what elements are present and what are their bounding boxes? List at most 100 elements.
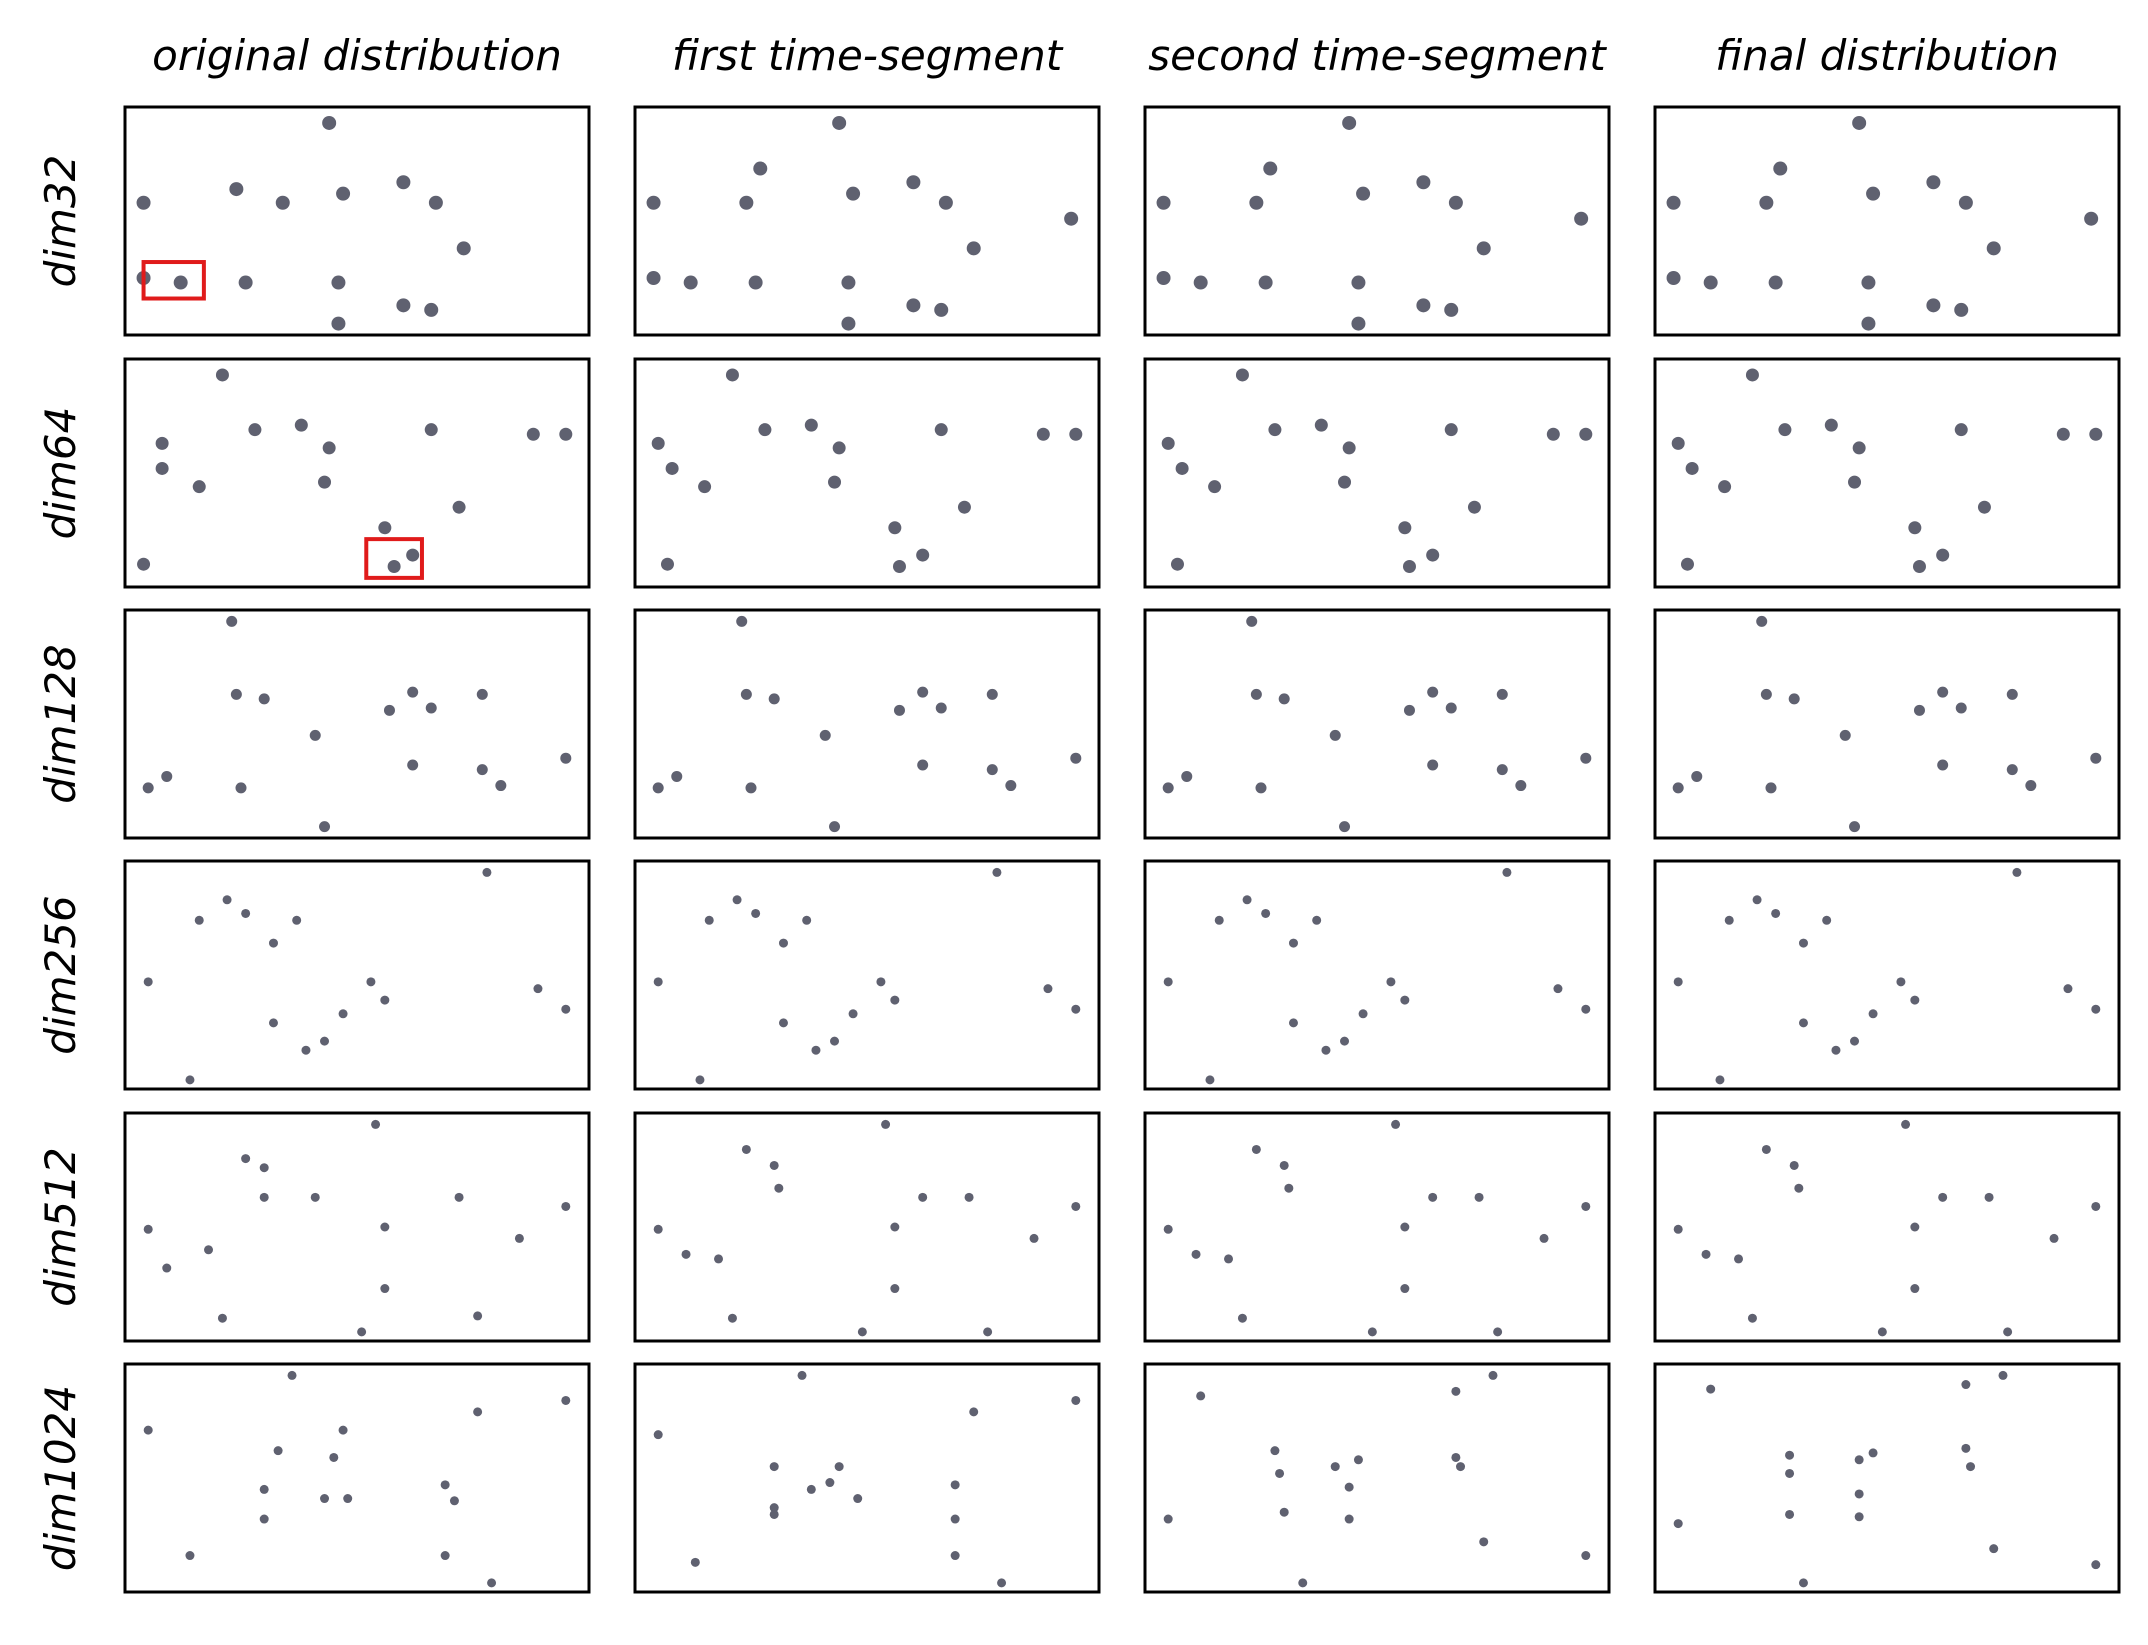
panel-frame bbox=[633, 105, 1101, 337]
data-point bbox=[1400, 995, 1410, 1005]
data-point bbox=[1456, 1462, 1466, 1472]
data-point bbox=[935, 702, 947, 714]
data-point bbox=[1162, 782, 1174, 794]
data-point bbox=[1445, 702, 1457, 714]
data-point bbox=[736, 615, 748, 627]
data-point bbox=[1785, 1468, 1795, 1478]
data-point bbox=[1224, 1254, 1234, 1264]
data-point bbox=[331, 316, 346, 331]
data-point bbox=[561, 1004, 571, 1014]
data-point bbox=[1163, 1514, 1173, 1524]
data-point bbox=[890, 1284, 900, 1294]
panel-frame bbox=[1143, 1362, 1611, 1594]
data-point bbox=[1937, 686, 1949, 698]
data-point bbox=[848, 1009, 858, 1019]
data-point bbox=[1496, 688, 1508, 700]
column-titles: original distribution first time-segment s… bbox=[152, 31, 2059, 80]
data-point bbox=[1794, 1183, 1804, 1193]
data-point bbox=[380, 995, 390, 1005]
panel-frame bbox=[633, 1362, 1101, 1594]
data-point bbox=[396, 298, 411, 313]
data-point bbox=[906, 175, 921, 190]
panel-frame bbox=[1143, 859, 1611, 1091]
data-point bbox=[751, 908, 761, 918]
data-point bbox=[1854, 1512, 1864, 1522]
data-point bbox=[161, 770, 173, 782]
scatter-panel bbox=[1143, 357, 1611, 589]
data-point bbox=[1156, 195, 1171, 210]
data-point bbox=[1448, 195, 1463, 210]
data-point bbox=[1064, 211, 1079, 226]
data-point bbox=[846, 186, 861, 201]
data-point bbox=[1850, 1036, 1860, 1046]
data-point bbox=[646, 195, 661, 210]
data-point bbox=[338, 1009, 348, 1019]
data-point bbox=[1852, 441, 1866, 455]
data-point bbox=[136, 195, 151, 210]
data-point bbox=[1403, 704, 1415, 716]
data-point bbox=[1249, 195, 1264, 210]
data-point bbox=[671, 770, 683, 782]
data-point bbox=[1275, 1468, 1285, 1478]
data-point bbox=[1773, 161, 1788, 176]
data-point bbox=[1358, 1009, 1368, 1019]
data-point bbox=[1961, 1443, 1971, 1453]
data-point bbox=[1998, 1370, 2008, 1380]
data-point bbox=[769, 1503, 779, 1513]
data-point bbox=[1703, 275, 1718, 290]
data-point bbox=[2049, 1233, 2059, 1243]
data-point bbox=[950, 1551, 960, 1561]
column-title: final distribution bbox=[1715, 31, 2059, 80]
data-point bbox=[1768, 275, 1783, 290]
data-point bbox=[1574, 211, 1589, 226]
data-point bbox=[857, 1327, 867, 1337]
data-point bbox=[383, 704, 395, 716]
data-point bbox=[1581, 1201, 1591, 1211]
data-point bbox=[456, 241, 471, 256]
data-point bbox=[1193, 275, 1208, 290]
data-point bbox=[1901, 1119, 1911, 1129]
data-point bbox=[906, 298, 921, 313]
data-point bbox=[1416, 298, 1431, 313]
data-point bbox=[1237, 1313, 1247, 1323]
data-point bbox=[834, 1462, 844, 1472]
scatter-panel bbox=[1143, 608, 1611, 840]
data-point bbox=[1938, 1192, 1948, 1202]
scatter-panel bbox=[1653, 105, 2121, 337]
data-point bbox=[853, 1494, 863, 1504]
data-point bbox=[238, 275, 253, 290]
data-point bbox=[1351, 316, 1366, 331]
data-point bbox=[1278, 693, 1290, 705]
data-point bbox=[1580, 752, 1592, 764]
data-point bbox=[1444, 423, 1458, 437]
data-point bbox=[241, 908, 251, 918]
data-point bbox=[1849, 821, 1861, 833]
data-point bbox=[559, 427, 573, 441]
data-point bbox=[841, 275, 856, 290]
data-point bbox=[745, 782, 757, 794]
data-point bbox=[1344, 1514, 1354, 1524]
data-point bbox=[1955, 702, 1967, 714]
data-point bbox=[1788, 693, 1800, 705]
data-point bbox=[229, 182, 244, 197]
data-point bbox=[143, 1224, 153, 1234]
data-point bbox=[322, 441, 336, 455]
data-point bbox=[1671, 436, 1685, 450]
highlight-box bbox=[364, 537, 424, 580]
data-point bbox=[322, 115, 337, 130]
data-point bbox=[830, 1036, 840, 1046]
panel-frame bbox=[123, 105, 591, 337]
data-point bbox=[1400, 1222, 1410, 1232]
column-title: original distribution bbox=[152, 31, 562, 80]
data-point bbox=[1718, 480, 1732, 494]
data-point bbox=[1954, 302, 1969, 317]
data-point bbox=[1488, 1370, 1498, 1380]
data-point bbox=[1961, 1380, 1971, 1390]
data-point bbox=[1214, 915, 1224, 925]
data-point bbox=[1069, 427, 1083, 441]
scatter-panel bbox=[633, 608, 1101, 840]
data-point bbox=[758, 423, 772, 437]
data-point bbox=[1910, 1222, 1920, 1232]
data-point bbox=[533, 984, 543, 994]
data-point bbox=[811, 1045, 821, 1055]
